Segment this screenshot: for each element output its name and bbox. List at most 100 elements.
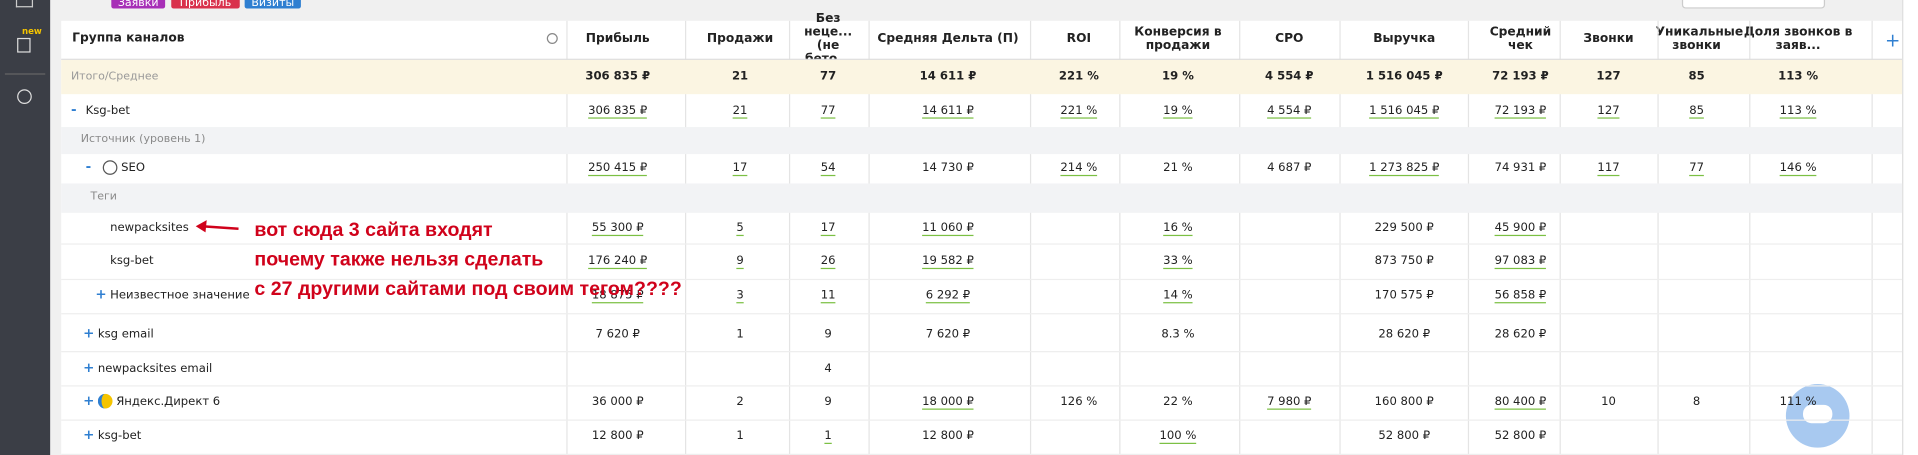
cell[interactable]: 2 — [736, 395, 744, 409]
cell[interactable]: 10 — [1601, 395, 1616, 409]
cell[interactable]: 80 400 ₽ — [1494, 395, 1547, 410]
add-column[interactable]: + — [1884, 29, 1901, 52]
cell[interactable]: 8.3 % — [1161, 327, 1195, 341]
row-label[interactable]: SEO — [121, 161, 145, 175]
toggle[interactable]: + — [83, 392, 95, 409]
cell[interactable]: 18 000 ₽ — [922, 395, 974, 410]
column-header[interactable]: Прибыль — [585, 32, 650, 46]
cell[interactable]: 72 193 ₽ — [1494, 103, 1547, 119]
cell[interactable]: 5 — [736, 220, 744, 236]
cell[interactable]: 8 — [1692, 395, 1701, 409]
cell[interactable]: 4 687 ₽ — [1267, 161, 1312, 175]
cell[interactable]: 873 750 ₽ — [1374, 254, 1434, 268]
column-header[interactable]: CPO — [1275, 32, 1304, 46]
cell[interactable]: 36 000 ₽ — [591, 395, 644, 409]
column-header[interactable]: Выручка — [1373, 32, 1436, 46]
cell[interactable]: 4 — [824, 361, 832, 375]
info-icon[interactable] — [17, 89, 32, 104]
cell[interactable]: 7 620 ₽ — [595, 327, 640, 341]
row-label[interactable]: ksg-bet — [110, 254, 154, 268]
column-header[interactable]: Продажи — [706, 32, 774, 46]
toggle[interactable]: + — [83, 426, 95, 443]
tab[interactable]: Визиты — [244, 0, 301, 10]
cell[interactable]: 176 240 ₽ — [588, 254, 648, 270]
cell[interactable]: 3 — [736, 288, 744, 304]
cell[interactable]: 22 % — [1163, 395, 1193, 409]
cell[interactable]: 85 — [1689, 103, 1704, 119]
cell[interactable]: 146 % — [1779, 161, 1817, 177]
row-label[interactable]: Неизвестное значение — [110, 288, 250, 303]
cell[interactable]: 9 — [736, 254, 744, 270]
cell[interactable]: 16 % — [1163, 220, 1193, 236]
column-header[interactable]: ROI — [1066, 32, 1092, 46]
cell[interactable]: 111 % — [1779, 395, 1817, 409]
cell[interactable]: 250 415 ₽ — [588, 161, 648, 177]
cell[interactable]: 214 % — [1060, 161, 1098, 177]
row-label[interactable]: ksg-bet — [97, 429, 142, 443]
cell[interactable]: 17 — [732, 161, 748, 177]
cell[interactable]: 221 % — [1060, 103, 1098, 119]
row-label[interactable]: Яндекс.Директ 6 — [116, 395, 221, 409]
cell[interactable]: 229 500 ₽ — [1374, 220, 1434, 235]
cell[interactable]: 1 — [824, 429, 832, 444]
row-label[interactable]: newpacksites email — [97, 361, 213, 375]
cell[interactable]: 126 % — [1060, 395, 1098, 409]
row-label[interactable]: ksg email — [97, 327, 154, 341]
cell[interactable]: 14 % — [1163, 288, 1193, 304]
tab[interactable]: Заявки — [111, 0, 166, 10]
cell[interactable]: 45 900 ₽ — [1494, 220, 1547, 236]
cell[interactable]: 1 273 825 ₽ — [1369, 161, 1440, 177]
cell[interactable]: 6 292 ₽ — [925, 288, 971, 304]
column-header[interactable]: Звонки — [1583, 32, 1634, 46]
cell[interactable]: 9 — [824, 327, 832, 341]
tab[interactable]: Прибыль — [171, 0, 240, 10]
cell[interactable]: 1 — [736, 429, 744, 443]
cell[interactable]: 19 % — [1163, 103, 1193, 119]
cell[interactable]: 4 554 ₽ — [1267, 103, 1312, 119]
cell[interactable]: 11 — [820, 288, 836, 304]
toggle[interactable]: + — [95, 286, 107, 303]
row-label[interactable]: Ksg-bet — [85, 103, 130, 118]
cell[interactable]: 77 — [820, 103, 836, 119]
cell[interactable]: 74 931 ₽ — [1494, 161, 1547, 175]
cell[interactable]: 28 620 ₽ — [1378, 327, 1431, 341]
cell[interactable]: 52 800 ₽ — [1378, 429, 1431, 443]
toggle[interactable]: - — [85, 159, 92, 175]
cell[interactable]: 18 875 ₽ — [591, 288, 644, 304]
column-header[interactable]: Средний чек — [1489, 25, 1552, 53]
cell[interactable]: 1 516 045 ₽ — [1369, 103, 1440, 119]
toggle[interactable]: + — [83, 324, 95, 341]
cell[interactable]: 14 611 ₽ — [922, 103, 974, 119]
column-header[interactable]: Доля звонков в заяв... — [1743, 25, 1853, 53]
cell[interactable]: 21 % — [1163, 161, 1193, 175]
cell[interactable]: 33 % — [1163, 254, 1193, 270]
cell[interactable]: 97 083 ₽ — [1494, 254, 1547, 270]
cell[interactable]: 100 % — [1159, 429, 1197, 444]
column-header[interactable]: Конверсия в продажи — [1134, 25, 1222, 53]
cell[interactable]: 7 980 ₽ — [1267, 395, 1312, 410]
cell[interactable]: 117 — [1597, 161, 1620, 177]
column-header[interactable]: Уникальные звонки — [1655, 25, 1744, 53]
cell[interactable]: 113 % — [1779, 103, 1817, 119]
dropdown[interactable] — [1681, 0, 1826, 9]
cell[interactable]: 160 800 ₽ — [1374, 395, 1434, 409]
cell[interactable]: 26 — [820, 254, 836, 270]
cell[interactable]: 56 858 ₽ — [1494, 288, 1547, 304]
cell[interactable]: 11 060 ₽ — [922, 220, 974, 236]
cell[interactable]: 54 — [820, 161, 836, 177]
toggle[interactable]: - — [70, 101, 77, 118]
toggle[interactable]: + — [83, 358, 95, 375]
cell[interactable]: 28 620 ₽ — [1494, 327, 1547, 341]
cell[interactable]: 170 575 ₽ — [1374, 288, 1434, 303]
cell[interactable]: 17 — [820, 220, 836, 236]
column-header[interactable]: Средняя Дельта (П) — [877, 32, 1019, 46]
cell[interactable]: 9 — [824, 395, 832, 409]
cell[interactable]: 1 — [736, 327, 744, 341]
top-icon[interactable] — [15, 0, 34, 8]
cell[interactable]: 7 620 ₽ — [925, 327, 971, 341]
cell[interactable]: 12 800 ₽ — [591, 429, 644, 443]
cell[interactable]: 14 730 ₽ — [922, 161, 974, 175]
row-label[interactable]: newpacksites — [110, 220, 189, 235]
cell[interactable]: 19 582 ₽ — [922, 254, 974, 270]
cell[interactable]: 306 835 ₽ — [588, 103, 648, 119]
